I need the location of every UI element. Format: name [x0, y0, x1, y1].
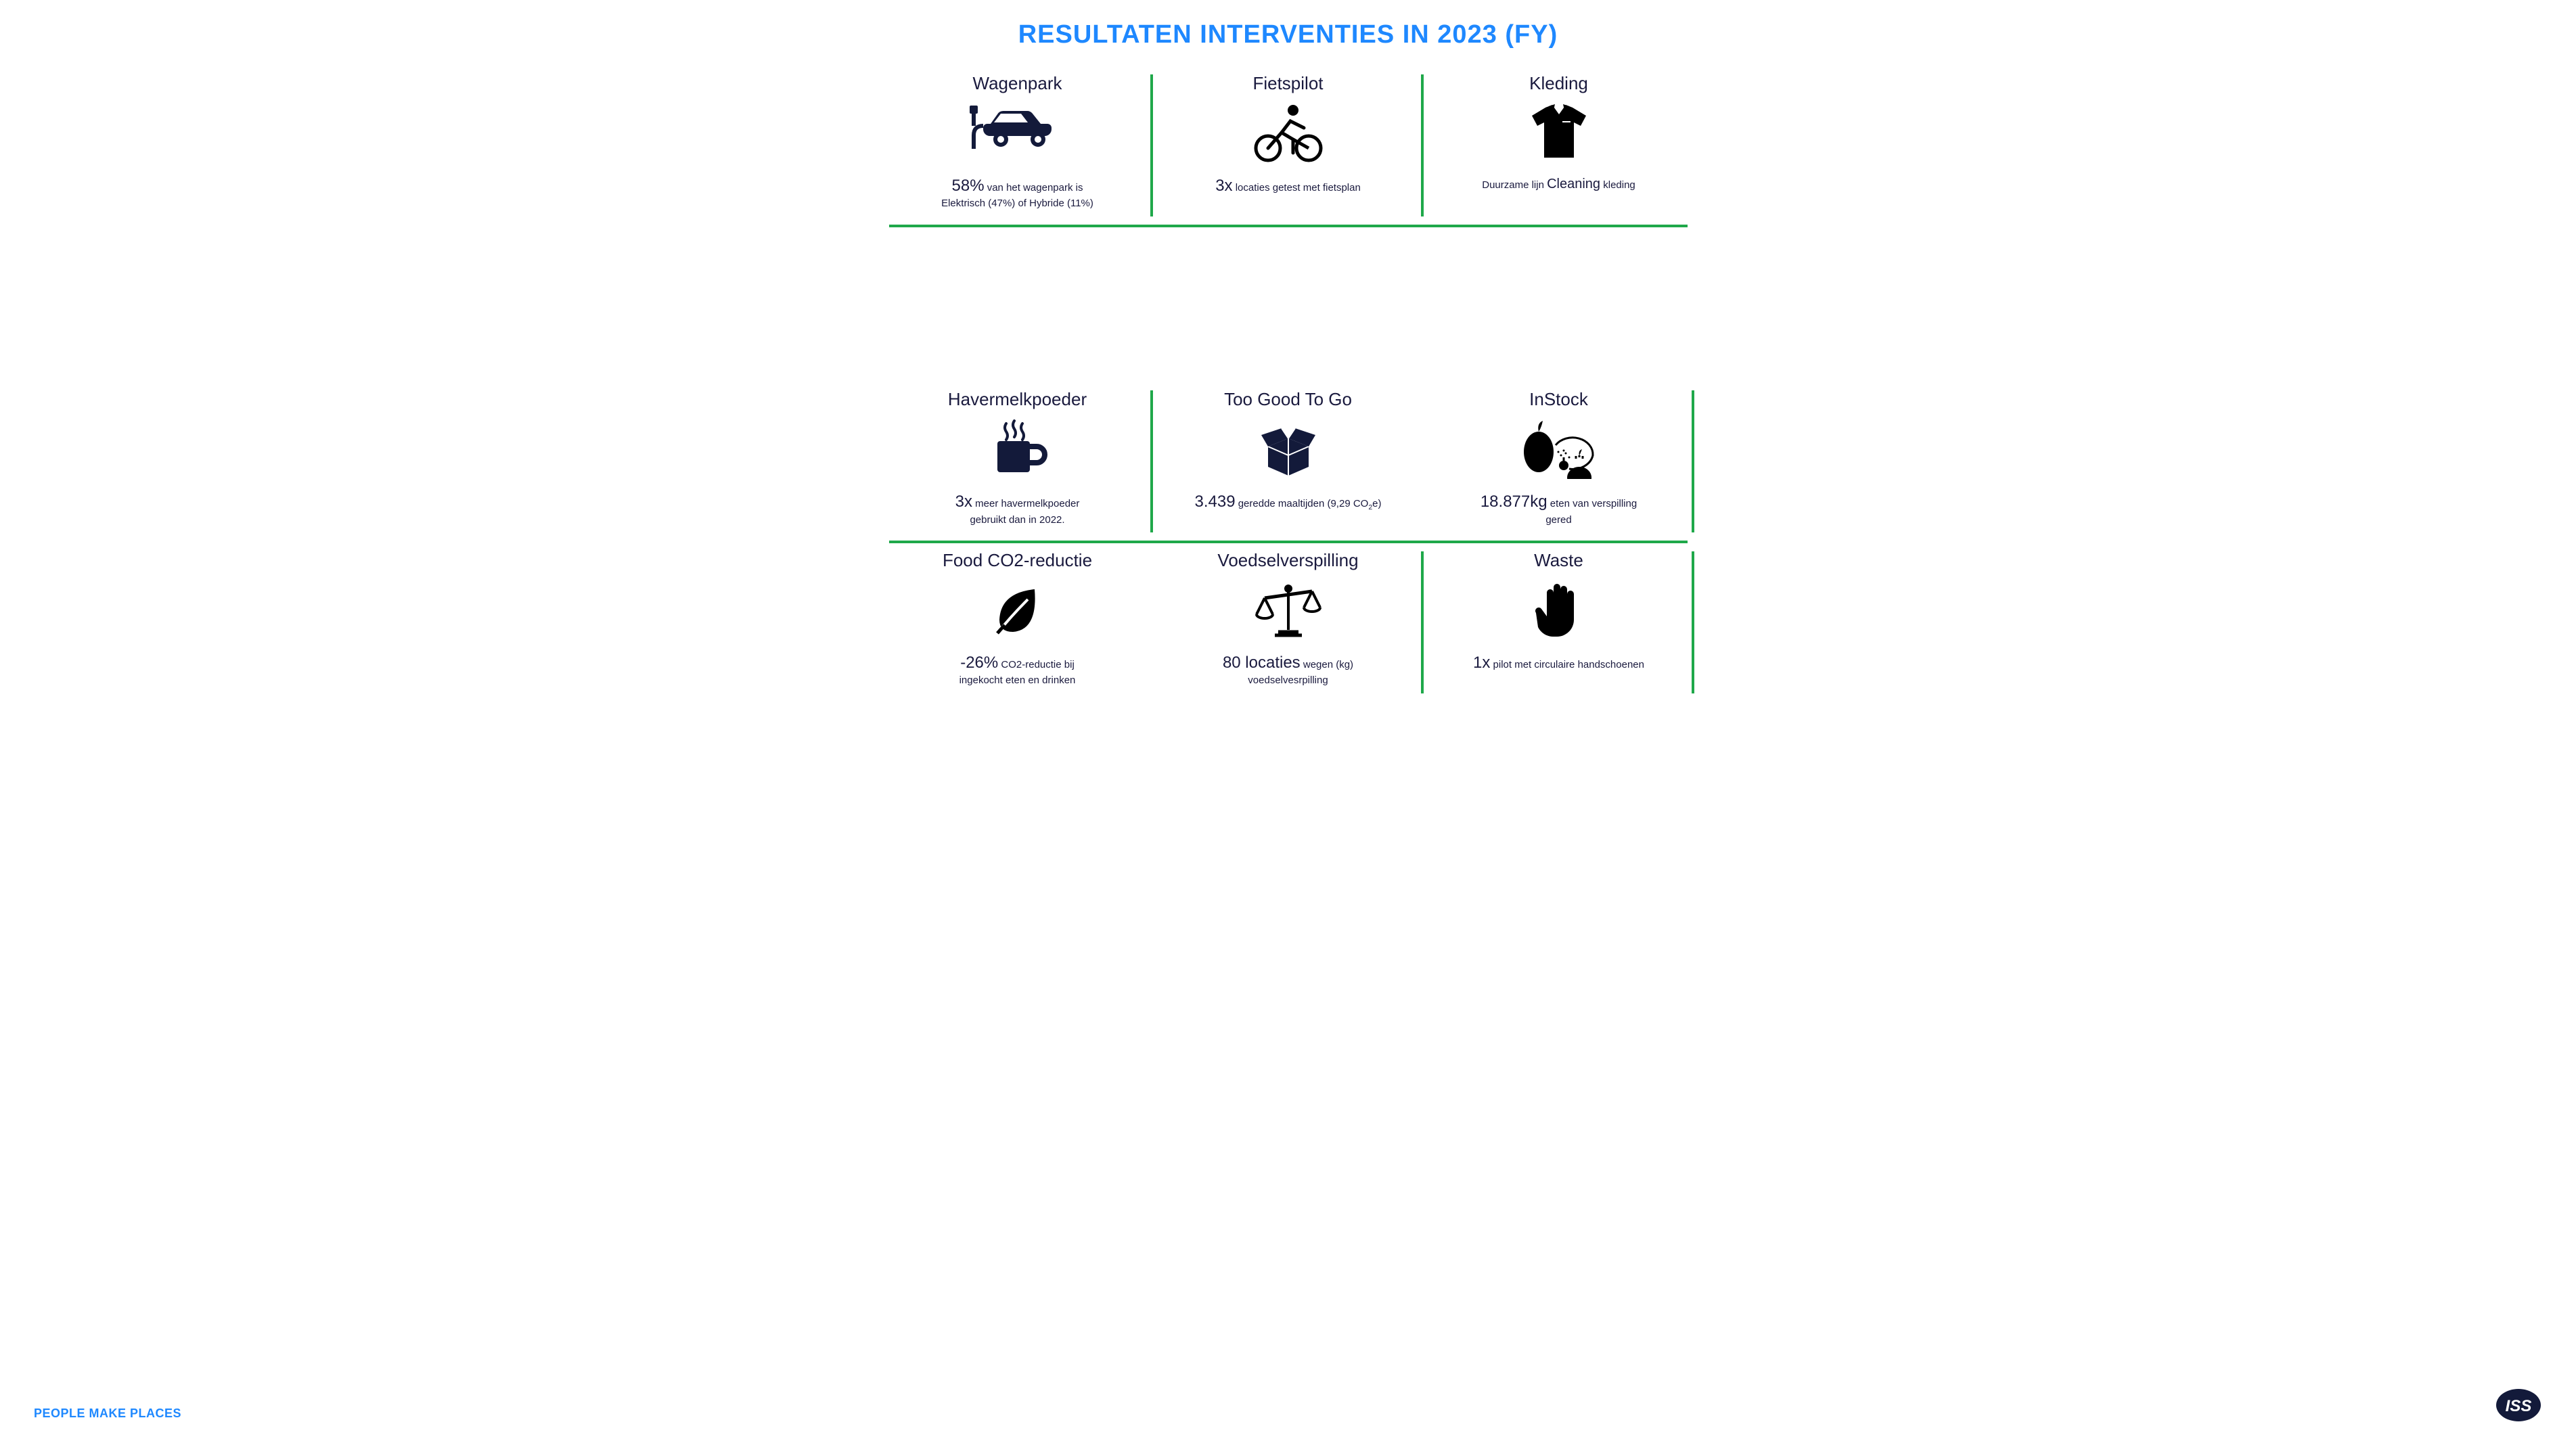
- cell-description: -26% CO2-reductie bijingekocht eten en d…: [959, 652, 1076, 688]
- cell-wagenpark: Wagenpark 58% van het wagenpark isElektr…: [882, 66, 1153, 225]
- cell-waste: Waste 1x pilot met circulaire handschoen…: [1424, 543, 1694, 702]
- cyclist-icon: [1251, 102, 1326, 163]
- svg-text:ISS: ISS: [2506, 1397, 2532, 1415]
- cell-heading: Kleding: [1529, 73, 1588, 94]
- cell-heading: Food CO2-reductie: [943, 550, 1092, 571]
- page-title: RESULTATEN INTERVENTIES IN 2023 (FY): [41, 20, 2535, 49]
- cell-heading: InStock: [1529, 389, 1588, 410]
- hot-mug-icon: [987, 418, 1048, 479]
- cell-heading: Fietspilot: [1252, 73, 1323, 94]
- cell-description: 3x meer havermelkpoedergebruikt dan in 2…: [955, 491, 1080, 527]
- vegetables-icon: [1515, 418, 1603, 479]
- open-box-icon: [1258, 418, 1319, 479]
- cell-heading: Havermelkpoeder: [948, 389, 1087, 410]
- shirt-icon: [1525, 102, 1593, 163]
- cell-toogoodtogo: Too Good To Go 3.439 geredde maaltijden …: [1153, 382, 1424, 541]
- results-grid: Wagenpark 58% van het wagenpark isElektr…: [882, 66, 1694, 702]
- cell-voedselverspilling: Voedselverspilling 80 locaties wegen (kg…: [1153, 543, 1424, 702]
- scale-icon: [1251, 579, 1326, 640]
- cell-description: 3x locaties getest met fietsplan: [1215, 175, 1361, 197]
- cell-description: 1x pilot met circulaire handschoenen: [1473, 652, 1644, 674]
- hand-icon: [1532, 579, 1586, 640]
- cell-fietspilot: Fietspilot 3x locaties getest met fietsp…: [1153, 66, 1424, 225]
- cell-heading: Voedselverspilling: [1217, 550, 1358, 571]
- cell-havermelkpoeder: Havermelkpoeder 3x meer havermelkpoederg…: [882, 382, 1153, 541]
- cell-instock: InStock 18.877kg eten van verspillingger…: [1424, 382, 1694, 541]
- cell-description: Duurzame lijn Cleaning kleding: [1482, 175, 1635, 193]
- cell-foodco2: Food CO2-reductie -26% CO2-reductie biji…: [882, 543, 1153, 702]
- horizontal-divider: [889, 225, 1688, 227]
- cell-heading: Waste: [1534, 550, 1583, 571]
- electric-car-icon: [967, 102, 1068, 163]
- cell-description: 58% van het wagenpark isElektrisch (47%)…: [941, 175, 1093, 211]
- cell-description: 3.439 geredde maaltijden (9,29 CO2e): [1194, 491, 1381, 513]
- cell-heading: Wagenpark: [973, 73, 1062, 94]
- cell-heading: Too Good To Go: [1224, 389, 1352, 410]
- cell-description: 18.877kg eten van verspillinggered: [1481, 491, 1637, 527]
- cell-description: 80 locaties wegen (kg)voedselvesrpilling: [1223, 652, 1353, 688]
- iss-logo: ISS: [2495, 1387, 2542, 1427]
- leaf-icon: [987, 579, 1048, 640]
- footer-tagline: PEOPLE MAKE PLACES: [34, 1406, 181, 1421]
- cell-kleding: Kleding Duurzame lijn Cleaning kleding: [1424, 66, 1694, 225]
